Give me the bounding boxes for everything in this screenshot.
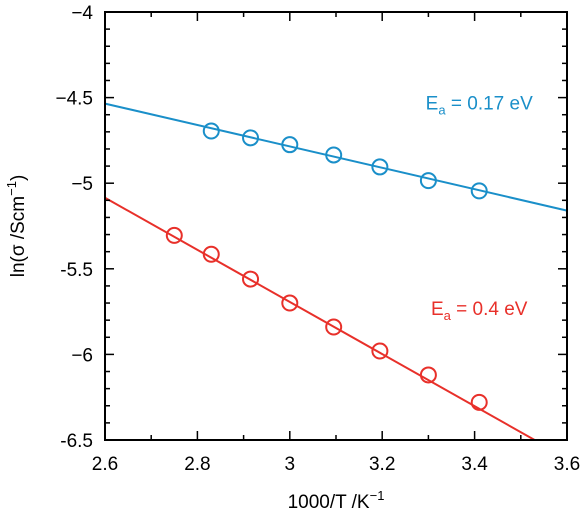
data-point <box>281 294 299 312</box>
x-tick-label: 3.4 <box>461 454 488 475</box>
data-point <box>419 366 437 384</box>
y-axis-label: ln(σ /Scm−1) <box>4 175 29 278</box>
data-point <box>371 342 389 360</box>
fit-line <box>104 102 568 212</box>
x-tick-label: 3.6 <box>554 454 580 475</box>
annotation-rest: = 0.17 eV <box>446 94 533 115</box>
x-tick-label: 3 <box>285 454 296 475</box>
annotation-rest: = 0.4 eV <box>451 299 528 320</box>
data-point <box>419 172 437 190</box>
y-axis-label-base: ln(σ /Scm <box>8 196 29 277</box>
data-point <box>281 136 299 154</box>
data-point <box>470 393 488 411</box>
data-point <box>202 245 220 263</box>
data-point <box>242 270 260 288</box>
data-point <box>325 318 343 336</box>
data-point <box>470 182 488 200</box>
data-point <box>325 146 343 164</box>
y-tick-label: −4.5 <box>55 89 93 110</box>
fit-line <box>104 196 536 441</box>
y-tick-label: −5 <box>71 174 93 195</box>
y-tick-label: -6.5 <box>60 431 93 452</box>
annotation-base: E <box>426 94 439 115</box>
x-axis-label: 1000/T /K−1 <box>288 488 385 513</box>
y-tick-label: -5.5 <box>60 260 93 281</box>
data-point <box>371 158 389 176</box>
annotation-sub: a <box>444 308 452 323</box>
data-point <box>202 122 220 140</box>
x-tick-label: 3.2 <box>369 454 395 475</box>
data-point <box>242 129 260 147</box>
y-axis-label-sup: −1 <box>4 181 19 196</box>
y-axis-label-end: ) <box>8 175 29 181</box>
x-axis-label-base: 1000/T /K <box>288 492 370 513</box>
annotation-label: Ea = 0.4 eV <box>431 299 528 323</box>
x-tick-label: 2.8 <box>184 454 210 475</box>
series-2: Ea = 0.4 eV <box>104 196 536 441</box>
data-point <box>165 226 183 244</box>
x-axis-label-sup: −1 <box>370 488 385 503</box>
annotation-label: Ea = 0.17 eV <box>426 94 533 118</box>
axis-ticks: 2.6 2.8 3 3.2 3.4 3.6 −4 −4.5 −5 -5.5 −6 -6.5 <box>55 3 580 475</box>
x-tick-label: 2.6 <box>92 454 118 475</box>
y-tick-label: −6 <box>71 345 93 366</box>
plot-frame <box>104 11 568 441</box>
y-tick-label: −4 <box>71 3 93 24</box>
series-1: Ea = 0.17 eV <box>104 94 568 212</box>
annotation-base: E <box>431 299 444 320</box>
annotation-sub: a <box>438 103 446 118</box>
